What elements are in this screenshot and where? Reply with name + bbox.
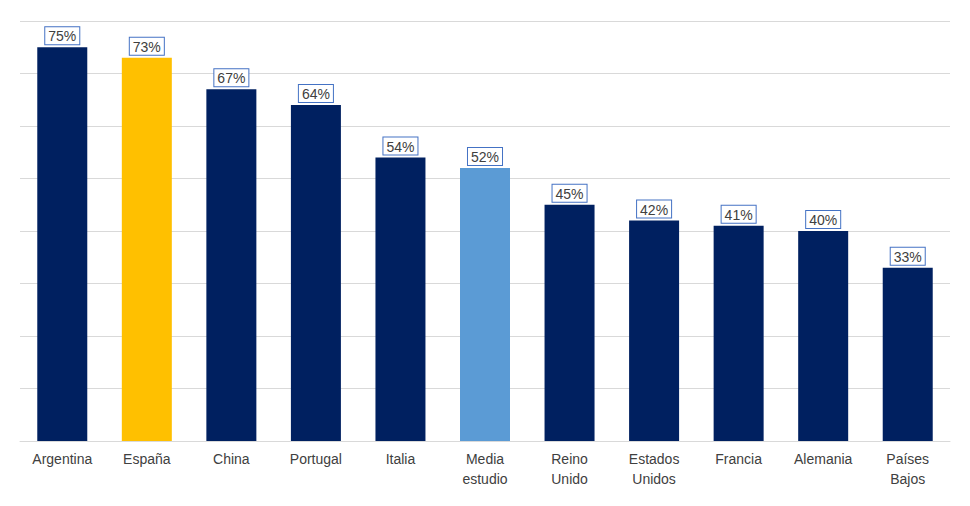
svg-text:41%: 41% <box>725 207 753 223</box>
svg-text:Reino: Reino <box>551 451 588 467</box>
svg-text:Unido: Unido <box>551 471 588 487</box>
svg-text:42%: 42% <box>640 202 668 218</box>
svg-text:40%: 40% <box>809 212 837 228</box>
svg-text:73%: 73% <box>133 39 161 55</box>
svg-text:China: China <box>213 451 250 467</box>
svg-text:45%: 45% <box>556 186 584 202</box>
svg-text:Estados: Estados <box>629 451 680 467</box>
svg-text:64%: 64% <box>302 86 330 102</box>
svg-text:67%: 67% <box>217 70 245 86</box>
svg-text:Italia: Italia <box>386 451 416 467</box>
svg-text:Francia: Francia <box>715 451 762 467</box>
svg-text:33%: 33% <box>894 249 922 265</box>
svg-text:Alemania: Alemania <box>794 451 853 467</box>
svg-text:España: España <box>123 451 171 467</box>
svg-text:Unidos: Unidos <box>632 471 676 487</box>
svg-text:75%: 75% <box>48 28 76 44</box>
svg-text:Media: Media <box>466 451 504 467</box>
svg-text:Bajos: Bajos <box>890 471 925 487</box>
svg-text:estudio: estudio <box>462 471 507 487</box>
svg-text:Portugal: Portugal <box>290 451 342 467</box>
svg-text:52%: 52% <box>471 149 499 165</box>
svg-text:Argentina: Argentina <box>32 451 92 467</box>
svg-text:Países: Países <box>886 451 929 467</box>
svg-text:54%: 54% <box>386 139 414 155</box>
